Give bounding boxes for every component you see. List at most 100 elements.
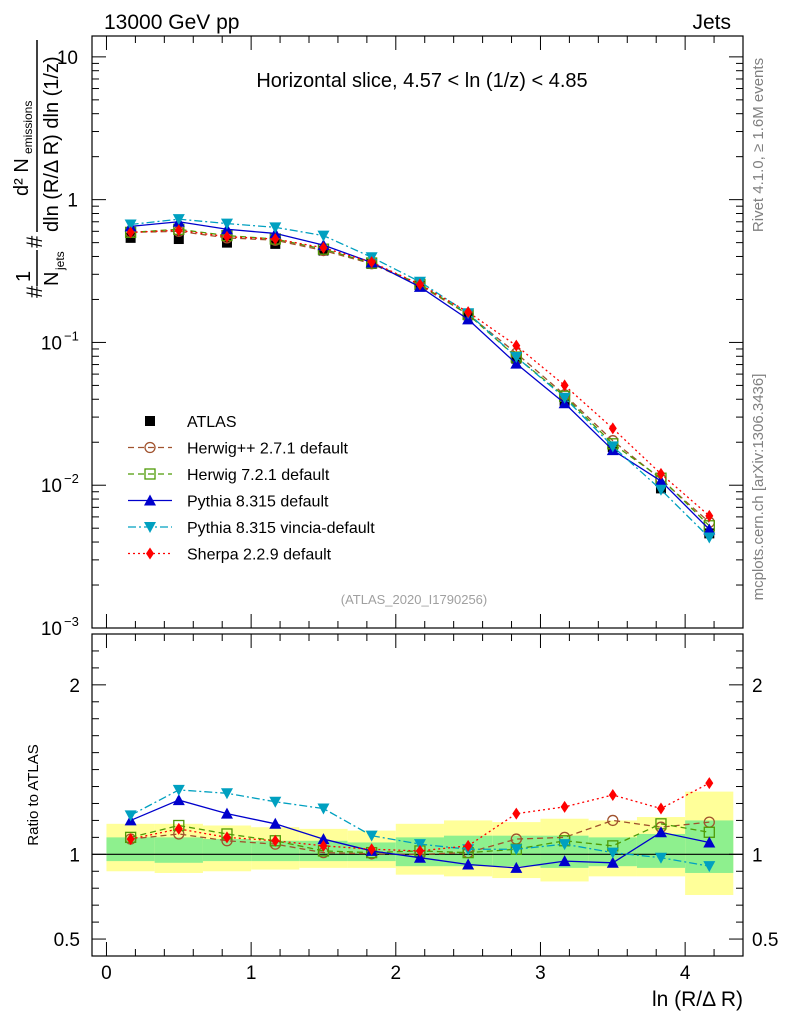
main-point-5-1 <box>174 224 183 237</box>
band-green-0 <box>106 837 155 862</box>
x-tick-label: 0 <box>101 963 112 984</box>
main-line-1 <box>130 230 710 523</box>
ratio-point-3-5 <box>365 830 378 842</box>
legend-label-3: Pythia 8.315 default <box>187 494 329 511</box>
main-series-5 <box>126 224 714 522</box>
main-point-4-12 <box>703 532 716 544</box>
main-point-5-12 <box>705 509 714 522</box>
ratio-point-3-12 <box>703 861 716 873</box>
main-point-5-4 <box>319 241 328 254</box>
ratio-series-3 <box>124 784 716 873</box>
ratio-point-4-5 <box>367 843 376 856</box>
ylabel-one: 1 <box>13 271 35 282</box>
x-axis-label: ln (R/Δ R) <box>652 988 743 1011</box>
main-point-5-0 <box>126 226 135 239</box>
header-right: Jets <box>692 11 731 34</box>
ratio-point-3-8 <box>510 844 523 856</box>
ratio-y-tick-label-left: 1 <box>69 845 80 866</box>
ratio-point-4-9 <box>560 800 569 813</box>
ratio-point-4-3 <box>271 834 280 847</box>
legend-item-2: Herwig 7.2.1 default <box>128 467 330 484</box>
main-point-4-10 <box>606 441 619 453</box>
main-series-4 <box>124 214 716 544</box>
legend-item-1: Herwig++ 2.7.1 default <box>128 441 349 458</box>
ratio-point-3-4 <box>317 803 330 815</box>
ratio-point-0-10 <box>607 814 619 827</box>
legend-label-0: ATLAS <box>187 414 237 431</box>
main-point-5-6 <box>415 278 424 291</box>
y-tick-label-main: 10 <box>41 476 62 497</box>
ylabel-d2n: d² N <box>11 158 33 196</box>
ratio-point-3-0 <box>124 810 137 822</box>
legend-marker-0 <box>145 416 155 426</box>
main-point-5-2 <box>222 230 231 243</box>
ratio-point-2-7 <box>462 858 475 870</box>
ratio-y-axis-label: Ratio to ATLAS <box>25 744 42 845</box>
ratio-series-4 <box>126 777 714 857</box>
legend-marker-3 <box>144 494 156 506</box>
ratio-point-2-12 <box>703 836 716 848</box>
ratio-point-3-9 <box>558 839 571 851</box>
ratio-point-4-7 <box>464 839 473 852</box>
legend-marker-2 <box>144 468 156 480</box>
main-point-5-7 <box>464 306 473 319</box>
header-left: 13000 GeV pp <box>104 11 239 34</box>
y-tick-exponent-main: −2 <box>64 471 79 486</box>
ratio-point-4-6 <box>415 844 424 857</box>
main-point-4-11 <box>654 484 667 496</box>
legend-label-5: Sherpa 2.2.9 default <box>187 547 332 564</box>
ratio-point-2-3 <box>269 817 282 829</box>
x-tick-label: 1 <box>246 963 257 984</box>
ratio-point-2-11 <box>654 826 667 838</box>
ratio-point-4-11 <box>656 802 665 815</box>
legend: ATLAS Herwig++ 2.7.1 default Herwig 7.2.1 … <box>128 414 375 564</box>
legend-label-2: Herwig 7.2.1 default <box>187 467 330 484</box>
ylabel-njets-sub: jets <box>53 251 67 271</box>
ylabel-hash2: # <box>22 235 47 248</box>
main-point-5-10 <box>608 422 617 435</box>
band-green-1 <box>154 837 203 863</box>
ratio-point-2-10 <box>606 856 619 868</box>
legend-marker-1 <box>144 441 156 454</box>
ratio-series-layer <box>124 777 716 873</box>
legend-label-4: Pythia 8.315 vincia-default <box>187 520 375 537</box>
x-tick-label: 3 <box>535 963 546 984</box>
main-y-axis-label: # 1 N jets # d² N emissions dln (R/Δ R) … <box>11 40 67 298</box>
ratio-point-2-2 <box>220 807 233 819</box>
main-series-2 <box>124 223 715 532</box>
ylabel-denominator: dln (R/Δ R) dln (1/z) <box>41 56 63 232</box>
ratio-bands <box>92 791 743 895</box>
x-tick-label: 2 <box>391 963 402 984</box>
ratio-point-4-0 <box>126 833 135 846</box>
ratio-point-2-1 <box>172 794 185 806</box>
ratio-y-tick-label-left: 0.5 <box>54 930 80 951</box>
main-point-4-9 <box>558 392 571 404</box>
ratio-point-4-12 <box>705 777 714 790</box>
ratio-axis-ticks: 0.5 0.5 1 1 2 2 0 1 2 3 4 <box>54 634 778 984</box>
ratio-point-3-6 <box>413 839 426 851</box>
main-point-4-3 <box>269 222 282 234</box>
ratio-point-3-10 <box>606 847 619 859</box>
main-line-4 <box>130 218 710 539</box>
watermark: (ATLAS_2020_I1790256) <box>341 592 487 607</box>
main-point-0-1 <box>173 234 184 245</box>
main-point-5-9 <box>560 379 569 392</box>
y-tick-label-main: 10 <box>41 333 62 354</box>
ylabel-njets: N <box>41 272 63 286</box>
ratio-point-4-10 <box>608 789 617 801</box>
main-point-5-8 <box>512 339 521 352</box>
ratio-point-4-1 <box>174 822 183 835</box>
main-panel-frame <box>91 35 744 629</box>
main-point-5-5 <box>367 256 376 269</box>
ratio-y-tick-label-right: 0.5 <box>752 930 778 951</box>
ratio-point-4-8 <box>512 807 521 820</box>
ratio-point-2-6 <box>413 851 426 863</box>
band-green-2 <box>202 839 252 862</box>
main-point-5-11 <box>656 467 665 480</box>
main-point-4-8 <box>510 352 523 364</box>
main-point-4-2 <box>220 218 233 230</box>
legend-marker-5 <box>146 547 154 560</box>
y-tick-exponent-main: −1 <box>64 328 79 343</box>
